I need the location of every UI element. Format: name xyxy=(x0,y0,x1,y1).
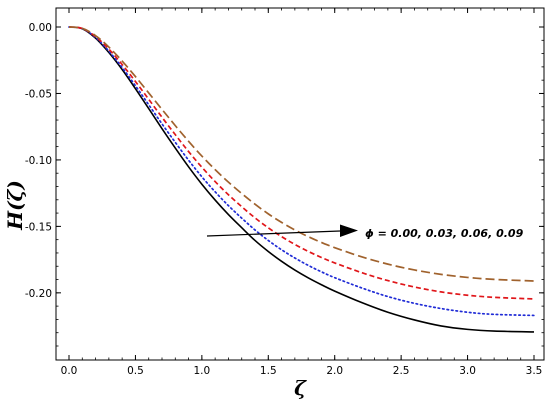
x-tick-label: 2.5 xyxy=(393,365,410,377)
x-tick-label: 0.0 xyxy=(61,365,78,377)
series-line-longdash xyxy=(68,26,535,282)
x-axis-label: ζ xyxy=(294,376,307,400)
annotation-layer: ϕ = 0.00, 0.03, 0.06, 0.09 xyxy=(206,224,524,240)
y-tick-label: -0.20 xyxy=(25,288,52,300)
axis-ticks: 0.0 0.5 1.0 1.5 2.0 2.5 3.0 3.5 0.00 -0.05 -0.10 -0… xyxy=(25,8,544,377)
y-tick-label: -0.05 xyxy=(25,88,52,100)
annotation-label: ϕ = 0.00, 0.03, 0.06, 0.09 xyxy=(365,227,524,240)
plot-frame xyxy=(55,7,545,361)
annotation-arrowhead xyxy=(340,224,358,237)
x-tick-label: 1.0 xyxy=(194,365,211,377)
series-layer xyxy=(68,26,535,333)
series-line-dashed xyxy=(68,26,535,300)
y-tick-label: -0.15 xyxy=(25,221,52,233)
x-tick-label: 3.5 xyxy=(526,365,543,377)
x-tick-label: 1.5 xyxy=(260,365,277,377)
x-tick-label: 3.0 xyxy=(459,365,476,377)
x-tick-label: 2.0 xyxy=(326,365,343,377)
y-tick-label: -0.10 xyxy=(25,155,52,167)
y-axis-label: H(ζ) xyxy=(3,180,27,231)
plot-border xyxy=(55,7,545,361)
annotation-arrow xyxy=(206,230,341,237)
y-tick-label: 0.00 xyxy=(29,22,52,34)
x-tick-label: 0.5 xyxy=(127,365,144,377)
series-line-dotted xyxy=(68,26,535,317)
series-line-solid xyxy=(68,26,535,333)
